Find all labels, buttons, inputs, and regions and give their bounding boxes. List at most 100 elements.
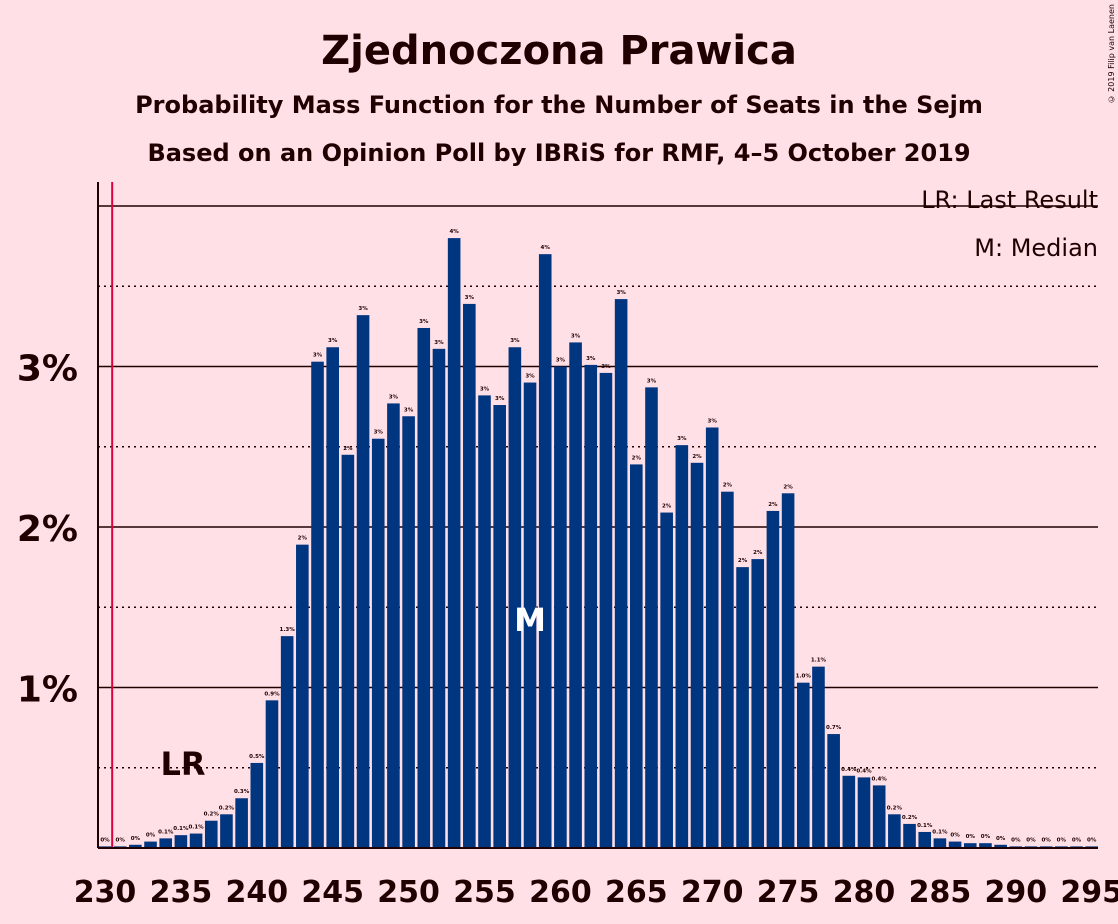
bar-label: 0% (131, 836, 141, 842)
bar (842, 775, 856, 848)
bar (341, 454, 355, 848)
bar-label: 0.2% (887, 805, 903, 811)
bar-label: 0% (100, 837, 110, 843)
bar (979, 843, 992, 848)
bar-label: 3% (601, 364, 611, 370)
bar (690, 462, 704, 848)
bar-label: 0% (981, 834, 991, 840)
legend-last-result: LR: Last Result (921, 186, 1098, 214)
bar-label: 3% (495, 396, 505, 402)
bar (159, 838, 173, 848)
bar (447, 238, 461, 849)
bar-label: 3% (389, 394, 399, 400)
bar (538, 254, 552, 848)
bar-label: 3% (419, 319, 429, 325)
median-label: M (514, 601, 546, 639)
bar (872, 785, 886, 848)
bar-label: 2% (738, 558, 748, 564)
legend-median: M: Median (974, 234, 1098, 262)
bar (705, 427, 719, 848)
bar (721, 491, 734, 848)
chart-subtitle-2: Based on an Opinion Poll by IBRiS for RM… (147, 139, 970, 167)
y-tick-label: 3% (17, 349, 78, 390)
bar (584, 364, 598, 848)
bar-label: 3% (571, 333, 581, 339)
bar (933, 838, 947, 848)
bar-label: 2% (298, 536, 308, 542)
bar-label: 0.4% (856, 768, 872, 774)
bar (903, 823, 916, 848)
x-tick-label: 235 (150, 875, 213, 910)
bar (204, 820, 218, 848)
bar (963, 843, 977, 848)
x-tick-label: 280 (833, 875, 896, 910)
bar-label: 3% (677, 436, 687, 442)
bar (508, 347, 522, 848)
bar (235, 798, 248, 848)
bar-label: 3% (556, 358, 566, 364)
bar (994, 844, 1007, 848)
bar-label: 1.1% (811, 658, 827, 664)
bar-label: 2% (768, 502, 778, 508)
x-tick-label: 245 (301, 875, 364, 910)
bar-label: 2% (692, 454, 702, 460)
x-tick-label: 290 (984, 875, 1047, 910)
bar (751, 559, 765, 848)
bar-label: 0% (116, 837, 126, 843)
bar (888, 814, 901, 848)
bar (796, 682, 810, 848)
bar (569, 342, 582, 848)
bar (736, 567, 749, 848)
bar-label: 1.0% (796, 674, 812, 680)
bar-label: 0% (996, 836, 1006, 842)
credit: © 2019 Filip van Laenen (1107, 4, 1116, 104)
bar-label: 2% (753, 550, 763, 556)
bar-label: 0.1% (158, 829, 174, 835)
bar-label: 3% (525, 374, 535, 380)
bar (493, 405, 506, 848)
bar (599, 372, 613, 848)
bar-label: 3% (510, 338, 520, 344)
last-result-label: LR (160, 745, 205, 783)
bar-label: 0.1% (917, 823, 933, 829)
bar (296, 544, 309, 848)
bar (614, 299, 628, 849)
x-tick-label: 260 (529, 875, 592, 910)
bar-label: 0% (1026, 837, 1036, 843)
x-tick-label: 240 (225, 875, 288, 910)
bar (478, 395, 491, 848)
bar-label: 3% (328, 338, 338, 344)
bar-label: 3% (465, 295, 475, 301)
bar-label: 0% (1072, 837, 1082, 843)
bar (371, 438, 385, 848)
bar-label: 2% (343, 446, 353, 452)
x-tick-label: 295 (1060, 875, 1118, 910)
bar-label: 3% (374, 430, 384, 436)
chart-subtitle-1: Probability Mass Function for the Number… (135, 91, 983, 119)
bar-label: 2% (783, 484, 793, 490)
bar (189, 833, 203, 848)
bar (660, 512, 673, 848)
bar-label: 2% (632, 455, 642, 461)
bar-label: 0.5% (249, 754, 265, 760)
bar-label: 0% (950, 833, 960, 839)
bar (174, 835, 188, 848)
bar-label: 2% (662, 504, 672, 510)
bar-labels: 0% 0% 0%0%0.1%0.1% 0.1%0.2%0.2%0.3%0.5%0.9%… (100, 229, 1097, 843)
grid (98, 205, 1098, 769)
bar-label: 3% (434, 340, 444, 346)
bar-label: 0.1% (173, 826, 189, 832)
bar (523, 382, 537, 848)
bar-label: 3% (586, 356, 596, 362)
bar-label: 0% (1087, 837, 1097, 843)
bar-label: 3% (404, 407, 414, 413)
bar (356, 315, 370, 848)
bar-label: 0.9% (264, 691, 280, 697)
bar-label: 0% (1041, 837, 1051, 843)
bar (918, 831, 932, 848)
bar (220, 814, 233, 848)
bar-label: 0% (1057, 837, 1067, 843)
bar-label: 3% (480, 386, 490, 392)
bar (766, 510, 780, 848)
